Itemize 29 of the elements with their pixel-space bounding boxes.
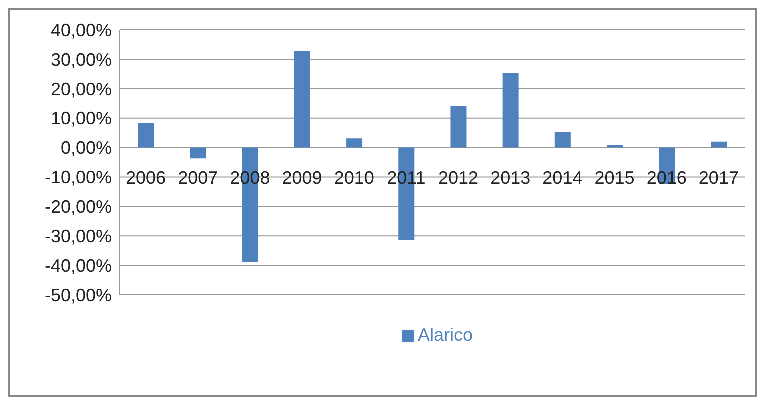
x-tick-label: 2007 bbox=[178, 168, 218, 188]
x-tick-label: 2010 bbox=[334, 168, 374, 188]
y-tick-label: 40,00% bbox=[50, 20, 112, 40]
y-tick-label: -40,00% bbox=[44, 256, 112, 276]
bar bbox=[346, 138, 363, 148]
bar bbox=[138, 123, 154, 148]
x-tick-label: 2006 bbox=[126, 168, 166, 188]
bar bbox=[711, 142, 728, 148]
y-tick-label: -20,00% bbox=[44, 197, 112, 218]
legend-label: Alarico bbox=[418, 325, 474, 345]
bar bbox=[450, 106, 467, 148]
y-tick-label: -50,00% bbox=[44, 285, 112, 306]
y-tick-label: -30,00% bbox=[44, 226, 112, 246]
y-tick-label: 20,00% bbox=[50, 79, 112, 100]
y-tick-label: 30,00% bbox=[50, 50, 112, 70]
x-tick-label: 2009 bbox=[282, 168, 322, 188]
y-tick-label: -10,00% bbox=[44, 168, 112, 188]
bar bbox=[294, 51, 310, 148]
x-tick-label: 2014 bbox=[542, 168, 583, 188]
x-tick-label: 2013 bbox=[490, 168, 531, 188]
bar bbox=[554, 132, 571, 148]
x-tick-label: 2012 bbox=[438, 168, 479, 188]
x-tick-label: 2017 bbox=[698, 168, 739, 188]
y-tick-label: 0,00% bbox=[60, 138, 112, 158]
bar bbox=[190, 148, 206, 159]
y-tick-label: 10,00% bbox=[50, 108, 112, 129]
x-tick-label: 2015 bbox=[594, 168, 635, 188]
bar bbox=[606, 145, 623, 148]
bar bbox=[502, 72, 519, 148]
